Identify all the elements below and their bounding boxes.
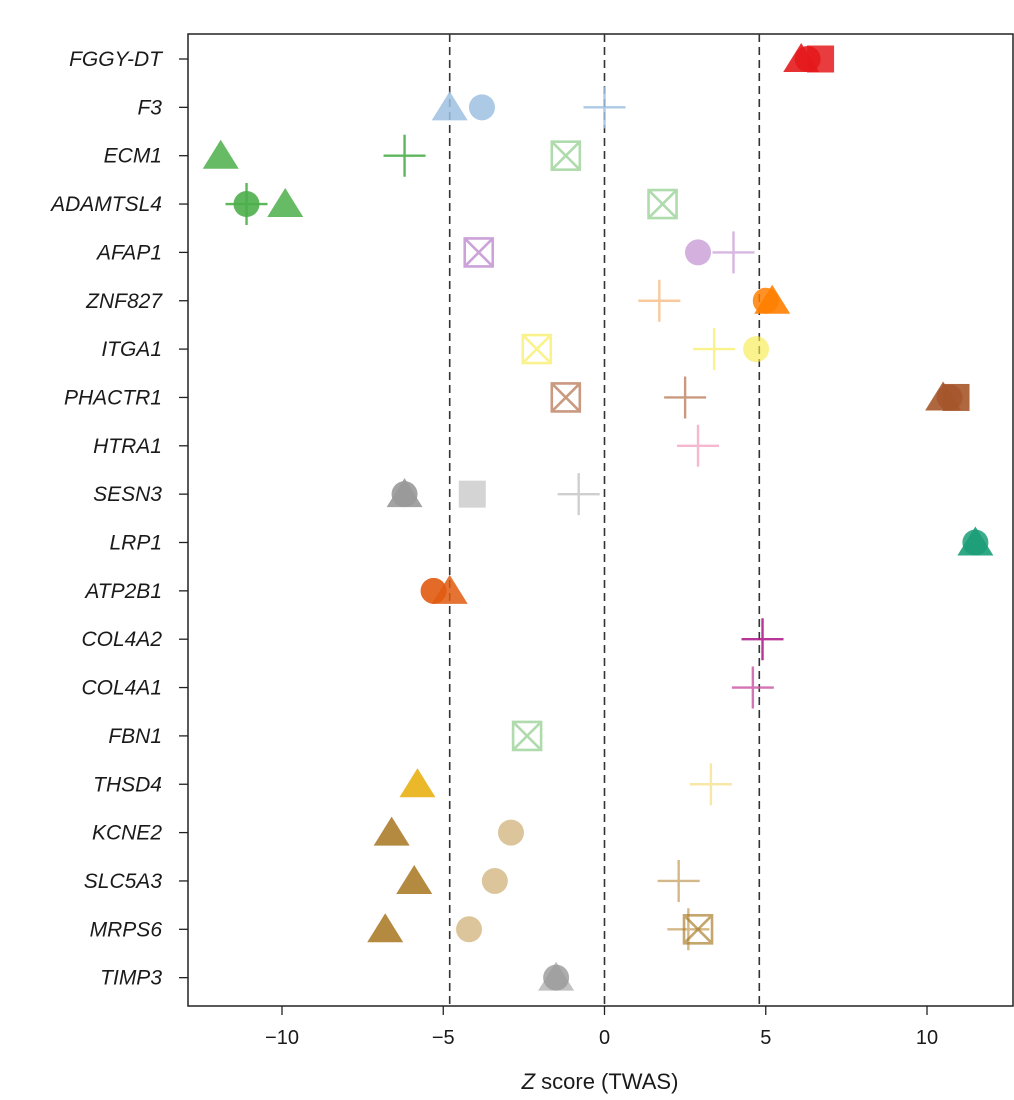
point-square-marker <box>458 480 486 508</box>
point-circle-marker <box>481 867 508 894</box>
point-boxx-marker <box>647 188 678 220</box>
point-triangle-marker <box>399 768 436 798</box>
point-boxx-marker <box>550 140 582 171</box>
gene-label: ITGA1 <box>101 338 162 361</box>
point-triangle-marker <box>367 913 404 943</box>
point-plus-marker <box>383 134 426 177</box>
gene-label: MRPS6 <box>90 918 163 941</box>
point-circle-marker <box>391 481 418 508</box>
point-plus-marker <box>664 376 707 419</box>
point-plus-marker <box>693 328 736 371</box>
point-circle-marker <box>752 287 779 314</box>
gene-label: COL4A2 <box>81 628 162 651</box>
gene-label: ZNF827 <box>85 290 163 313</box>
point-plus-marker <box>712 231 755 274</box>
point-plus-marker <box>583 86 626 129</box>
y-axis-gene-labels: FGGY-DT F3 ECM1 ADAMTSL4 AFAP1 ZNF827 ITGA1 PHA… <box>49 48 188 990</box>
point-circle-marker <box>685 239 712 266</box>
gene-label: ADAMTSL4 <box>49 193 162 216</box>
point-boxx-marker <box>550 382 582 413</box>
x-axis-label: Z score (TWAS) <box>521 1069 679 1094</box>
data-points <box>202 43 994 991</box>
gene-label: FGGY-DT <box>69 48 164 71</box>
point-circle-marker <box>794 46 821 72</box>
point-circle-marker <box>456 916 483 943</box>
point-triangle-marker <box>373 816 410 846</box>
point-plus-marker <box>557 473 600 516</box>
x-axis: −10 −5 0 5 10 <box>265 1006 938 1049</box>
gene-label: SESN3 <box>93 483 162 506</box>
point-plus-marker <box>677 424 720 467</box>
point-boxx-marker <box>511 720 543 752</box>
gene-label: AFAP1 <box>95 241 162 264</box>
point-plus-marker <box>657 859 700 902</box>
gene-label: HTRA1 <box>93 435 162 458</box>
gene-label: LRP1 <box>109 532 162 555</box>
gene-label: ECM1 <box>104 145 162 168</box>
point-circle-marker <box>962 529 989 556</box>
point-circle-marker <box>497 819 524 846</box>
reference-lines <box>448 34 761 1006</box>
x-tick-label: 10 <box>916 1027 938 1049</box>
point-circle-marker <box>743 336 770 363</box>
point-triangle-marker <box>396 864 433 894</box>
point-plus-marker <box>225 183 268 226</box>
gene-label: ATP2B1 <box>83 580 162 603</box>
gene-label: COL4A1 <box>81 677 162 700</box>
point-circle-marker <box>543 964 570 991</box>
point-plus-marker <box>689 763 732 806</box>
plot-area-frame <box>187 33 1014 1007</box>
x-axis-label-italic: Z <box>521 1069 537 1094</box>
point-plus-marker <box>731 666 774 709</box>
point-circle-marker <box>468 94 495 121</box>
gene-label: FBN1 <box>108 725 162 748</box>
x-tick-label: −10 <box>265 1027 299 1049</box>
x-tick-label: 0 <box>599 1027 610 1049</box>
point-boxx-marker <box>682 914 714 945</box>
x-axis-label-text: score (TWAS) <box>535 1069 678 1094</box>
x-tick-label: 5 <box>760 1027 771 1049</box>
gene-label: F3 <box>137 96 162 119</box>
point-triangle-marker <box>267 188 304 218</box>
point-plus-marker <box>638 279 681 322</box>
gene-label: PHACTR1 <box>64 386 162 409</box>
gene-label: KCNE2 <box>92 822 162 845</box>
point-boxx-marker <box>521 333 553 365</box>
gene-label: TIMP3 <box>100 967 162 990</box>
point-triangle-marker <box>431 91 468 121</box>
point-triangle-marker <box>202 139 239 169</box>
gene-label: THSD4 <box>93 773 162 796</box>
gene-label: SLC5A3 <box>84 870 163 893</box>
point-plus-marker <box>741 618 784 661</box>
point-boxx-marker <box>463 237 495 268</box>
point-circle-marker <box>936 384 963 411</box>
point-triangle-marker <box>431 574 468 604</box>
x-tick-label: −5 <box>432 1027 455 1049</box>
